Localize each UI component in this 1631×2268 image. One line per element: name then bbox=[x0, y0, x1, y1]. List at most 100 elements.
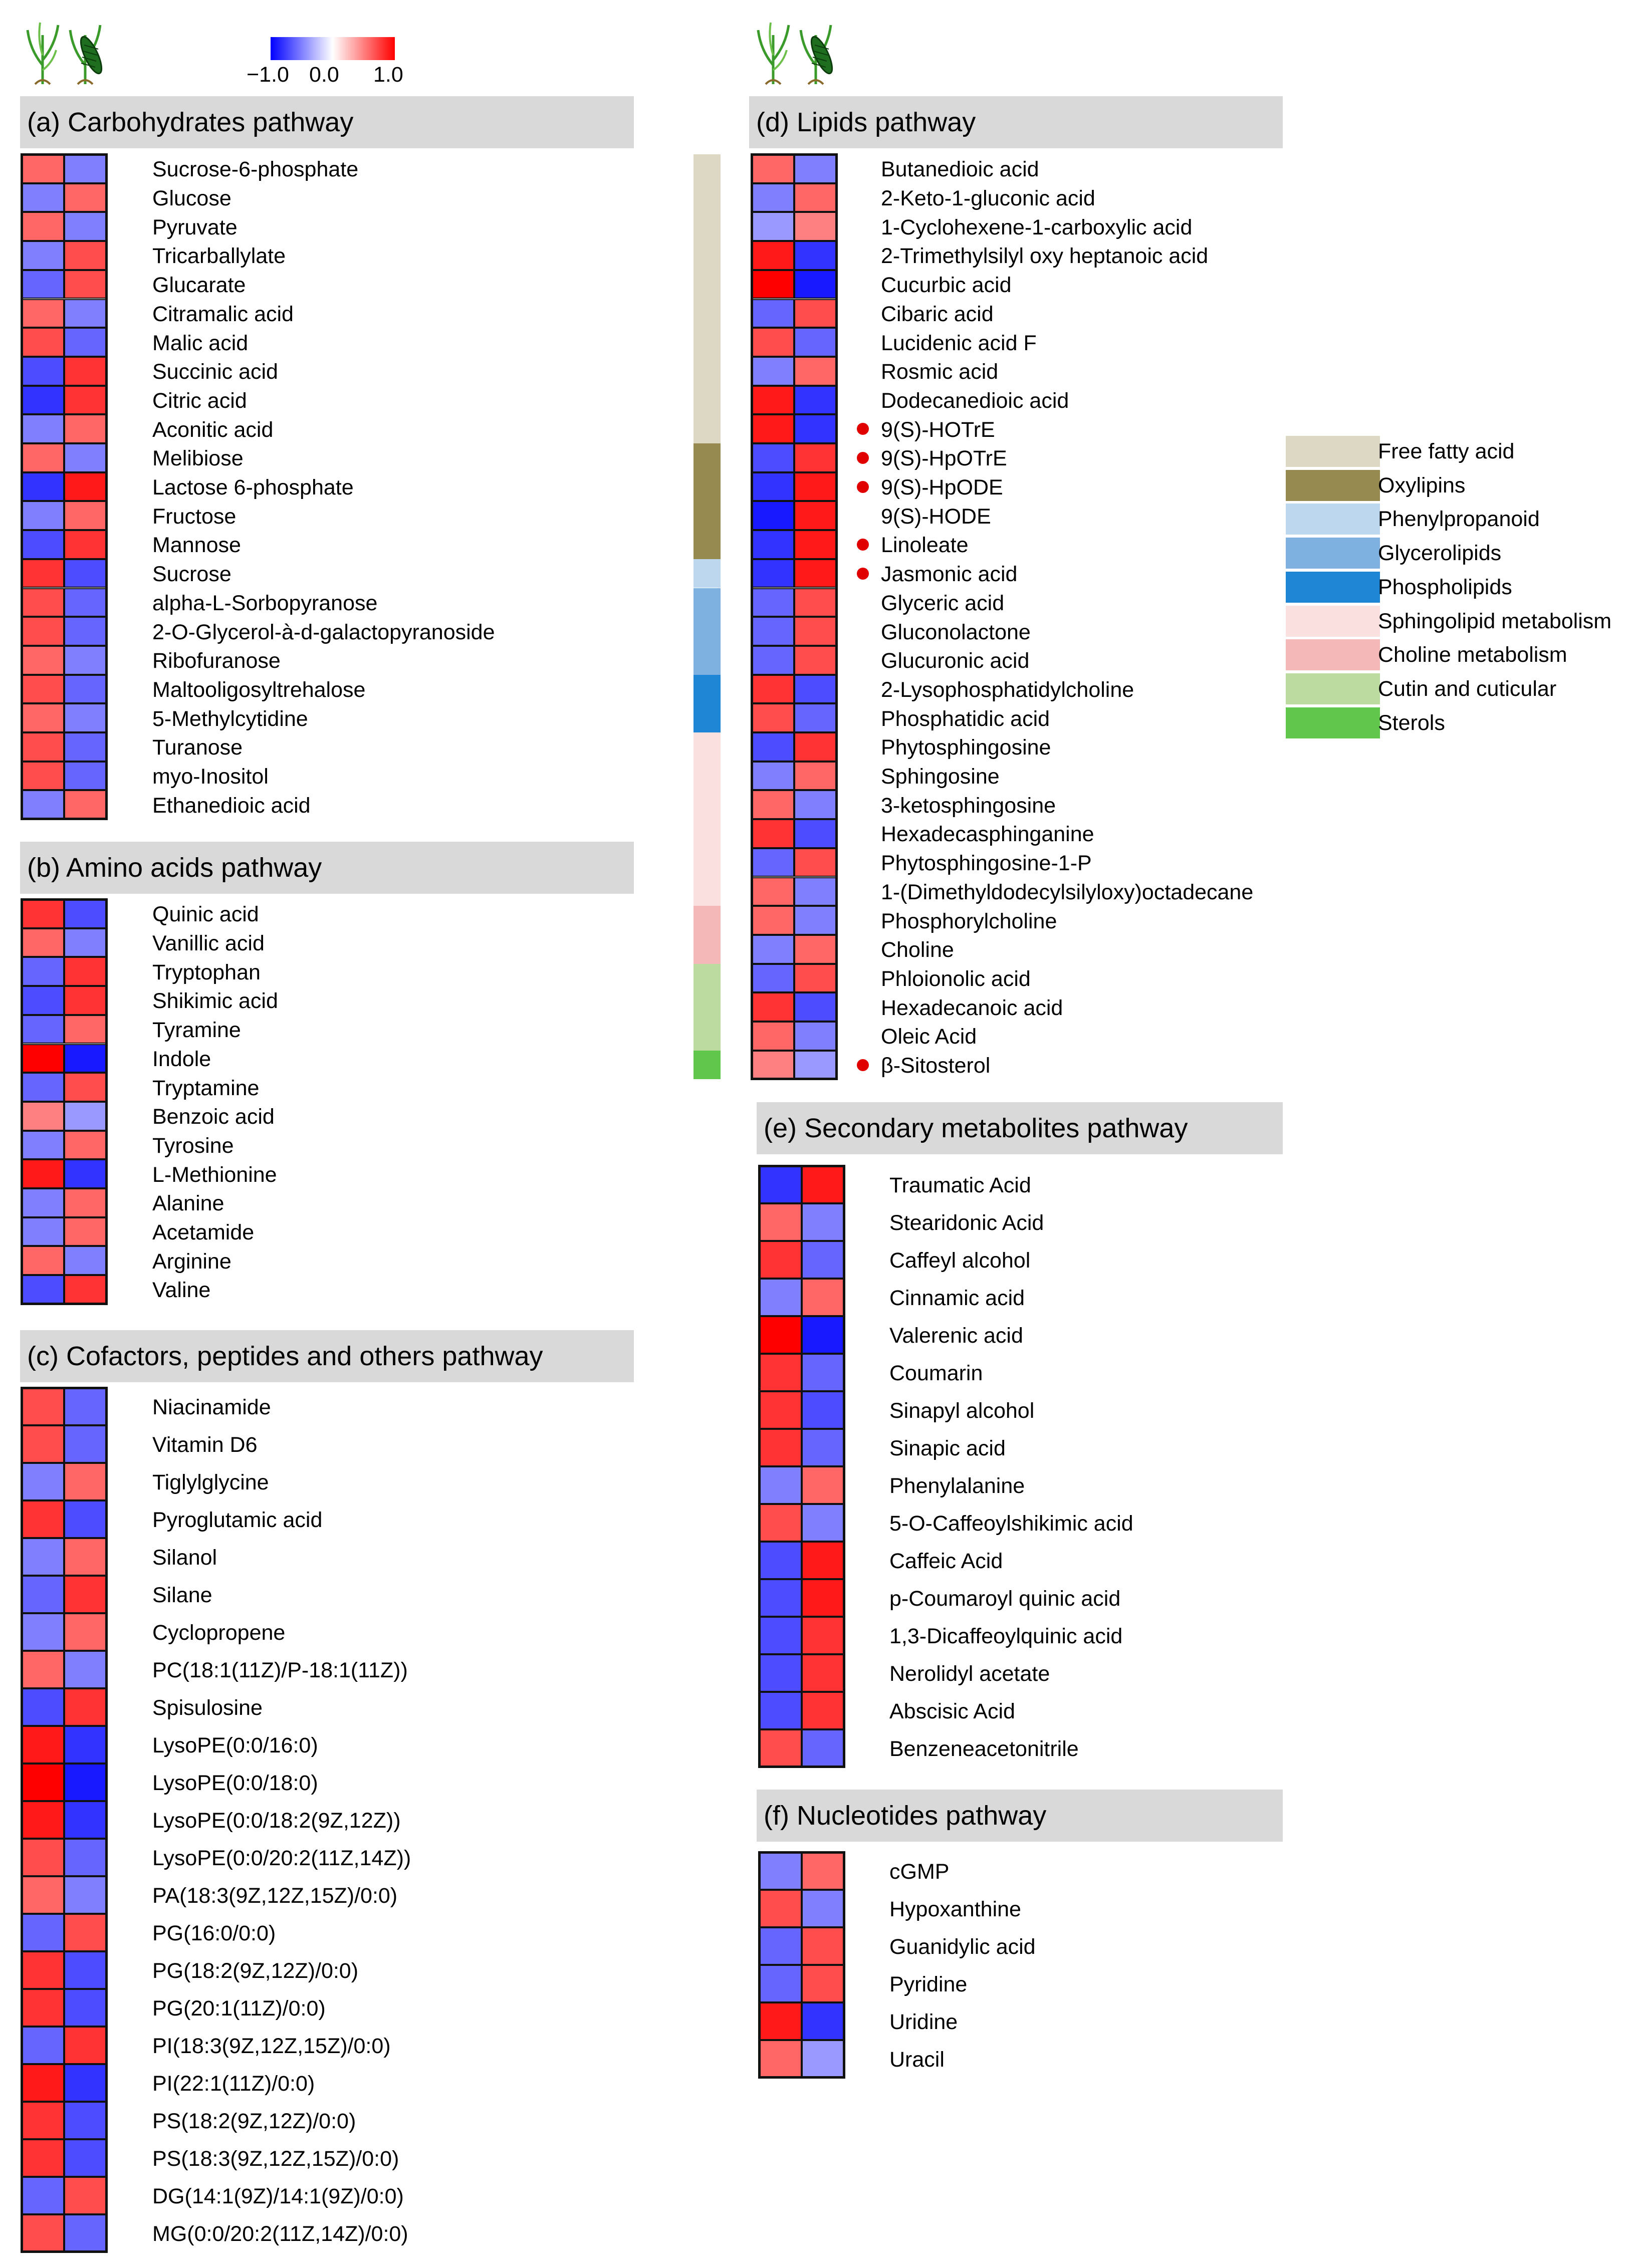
heat-cell-d-16-0 bbox=[752, 617, 794, 646]
heat-cell-d-20-1 bbox=[794, 732, 837, 762]
heat-cell-c-13-0 bbox=[22, 1876, 64, 1914]
row-label: Indole bbox=[152, 1047, 211, 1071]
heat-cell-f-1-0 bbox=[759, 1890, 802, 1927]
panel-title-f: (f) Nucleotides pathway bbox=[757, 1790, 1283, 1842]
category-bar-segment bbox=[693, 559, 721, 588]
heat-cell-d-3-0 bbox=[752, 241, 794, 270]
heat-cell-e-11-1 bbox=[802, 1579, 844, 1617]
row-label: PS(18:3(9Z,12Z,15Z)/0:0) bbox=[152, 2147, 399, 2171]
heat-cell-a-16-0 bbox=[22, 617, 64, 646]
row-label: LysoPE(0:0/18:2(9Z,12Z)) bbox=[152, 1809, 401, 1833]
panel-title-e: (e) Secondary metabolites pathway bbox=[757, 1102, 1283, 1154]
heat-cell-b-0-0 bbox=[22, 899, 64, 928]
heat-cell-d-28-0 bbox=[752, 963, 794, 993]
row-label: Phytosphingosine-1-P bbox=[881, 851, 1092, 876]
insect-on-plant-icon bbox=[799, 25, 833, 85]
row-label: myo-Inositol bbox=[152, 765, 269, 789]
row-label: Linoleate bbox=[881, 533, 969, 558]
panel-title-d: (d) Lipids pathway bbox=[749, 96, 1283, 148]
heat-cell-e-2-1 bbox=[802, 1241, 844, 1279]
heat-cell-e-15-1 bbox=[802, 1729, 844, 1767]
row-label: Hexadecanoic acid bbox=[881, 995, 1063, 1020]
heat-cell-d-29-0 bbox=[752, 992, 794, 1022]
heat-cell-c-14-0 bbox=[22, 1914, 64, 1951]
heat-cell-f-0-1 bbox=[802, 1852, 844, 1890]
heat-cell-b-1-0 bbox=[22, 928, 64, 957]
row-label: Pyruvate bbox=[152, 215, 238, 239]
row-label: Butanedioic acid bbox=[881, 157, 1039, 182]
heat-cell-d-13-0 bbox=[752, 530, 794, 559]
row-label: Aconitic acid bbox=[152, 417, 274, 442]
heat-cell-c-22-1 bbox=[64, 2214, 107, 2252]
heat-cell-d-11-0 bbox=[752, 472, 794, 501]
heat-cell-a-7-1 bbox=[64, 356, 107, 386]
legend-label: Free fatty acid bbox=[1378, 439, 1515, 463]
heat-cell-a-1-1 bbox=[64, 183, 107, 212]
heat-cell-b-12-0 bbox=[22, 1246, 64, 1276]
row-label: Lucidenic acid F bbox=[881, 331, 1037, 355]
heat-cell-d-14-1 bbox=[794, 559, 837, 588]
heat-cell-c-6-0 bbox=[22, 1613, 64, 1651]
row-label: Benzoic acid bbox=[152, 1105, 275, 1129]
row-label: Vanillic acid bbox=[152, 931, 265, 956]
legend-swatch bbox=[1286, 571, 1380, 603]
heat-cell-d-27-1 bbox=[794, 934, 837, 964]
heat-cell-a-9-1 bbox=[64, 414, 107, 443]
heat-cell-e-6-1 bbox=[802, 1391, 844, 1429]
heat-cell-c-7-0 bbox=[22, 1651, 64, 1688]
legend-label: Phospholipids bbox=[1378, 575, 1512, 599]
heat-cell-a-8-0 bbox=[22, 385, 64, 415]
heat-cell-d-15-0 bbox=[752, 588, 794, 617]
heat-cell-d-8-0 bbox=[752, 385, 794, 415]
heat-cell-b-8-1 bbox=[64, 1130, 107, 1160]
heat-cell-c-20-1 bbox=[64, 2139, 107, 2177]
insect-on-plant-icon bbox=[69, 25, 103, 85]
row-label: Uridine bbox=[889, 2010, 958, 2034]
heat-cell-c-16-0 bbox=[22, 1989, 64, 2027]
row-label: 9(S)-HODE bbox=[881, 504, 991, 529]
heat-cell-a-17-0 bbox=[22, 645, 64, 675]
heat-cell-a-17-1 bbox=[64, 645, 107, 675]
heat-cell-e-13-0 bbox=[759, 1654, 802, 1692]
heat-cell-b-8-0 bbox=[22, 1130, 64, 1160]
heat-cell-c-7-1 bbox=[64, 1651, 107, 1688]
row-label: Sphingosine bbox=[881, 765, 1000, 789]
heat-cell-d-5-0 bbox=[752, 299, 794, 328]
heat-cell-a-16-1 bbox=[64, 617, 107, 646]
category-bar-segment bbox=[693, 963, 721, 1051]
heat-cell-c-12-1 bbox=[64, 1839, 107, 1876]
heat-cell-b-1-1 bbox=[64, 928, 107, 957]
heat-cell-d-1-1 bbox=[794, 183, 837, 212]
heat-cell-c-19-1 bbox=[64, 2102, 107, 2139]
heat-cell-d-26-1 bbox=[794, 906, 837, 935]
heat-cell-e-4-0 bbox=[759, 1316, 802, 1354]
row-label: Maltooligosyltrehalose bbox=[152, 677, 366, 702]
heat-cell-c-8-1 bbox=[64, 1688, 107, 1726]
row-label: Abscisic Acid bbox=[889, 1699, 1015, 1723]
row-label: Fructose bbox=[152, 504, 237, 529]
heat-cell-d-26-0 bbox=[752, 906, 794, 935]
heat-cell-e-9-1 bbox=[802, 1504, 844, 1542]
heat-cell-d-13-1 bbox=[794, 530, 837, 559]
row-label: 1-(Dimethyldodecylsilyloxy)octadecane bbox=[881, 880, 1254, 904]
legend-label: Glycerolipids bbox=[1378, 541, 1502, 566]
row-label: Mannose bbox=[152, 533, 241, 558]
heat-cell-a-22-0 bbox=[22, 790, 64, 820]
row-label: Tryptophan bbox=[152, 960, 261, 984]
heat-cell-d-24-0 bbox=[752, 848, 794, 877]
heat-cell-d-7-1 bbox=[794, 356, 837, 386]
row-label: 9(S)-HOTrE bbox=[881, 417, 995, 442]
heat-cell-a-11-1 bbox=[64, 472, 107, 501]
row-label: Sinapyl alcohol bbox=[889, 1399, 1035, 1423]
highlight-dot bbox=[857, 451, 869, 464]
heat-cell-c-15-0 bbox=[22, 1951, 64, 1989]
heat-cell-c-18-1 bbox=[64, 2064, 107, 2102]
heat-cell-c-5-0 bbox=[22, 1576, 64, 1613]
row-label: Sinapic acid bbox=[889, 1436, 1006, 1460]
heat-cell-c-3-0 bbox=[22, 1500, 64, 1538]
heat-cell-a-13-0 bbox=[22, 530, 64, 559]
heat-cell-f-5-0 bbox=[759, 2040, 802, 2078]
heat-cell-a-10-1 bbox=[64, 443, 107, 472]
heat-cell-a-19-0 bbox=[22, 703, 64, 732]
row-label: Pyroglutamic acid bbox=[152, 1508, 323, 1532]
